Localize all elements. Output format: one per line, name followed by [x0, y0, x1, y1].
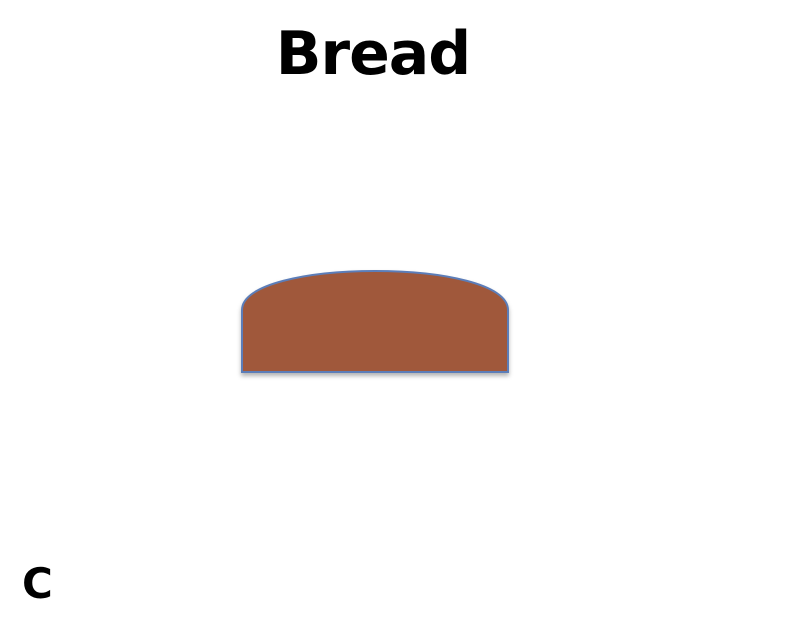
bread-loaf-shape [241, 270, 509, 373]
slide-title: Bread [275, 19, 471, 89]
corner-label: C [22, 559, 53, 608]
bread-loaf-icon [241, 270, 509, 373]
